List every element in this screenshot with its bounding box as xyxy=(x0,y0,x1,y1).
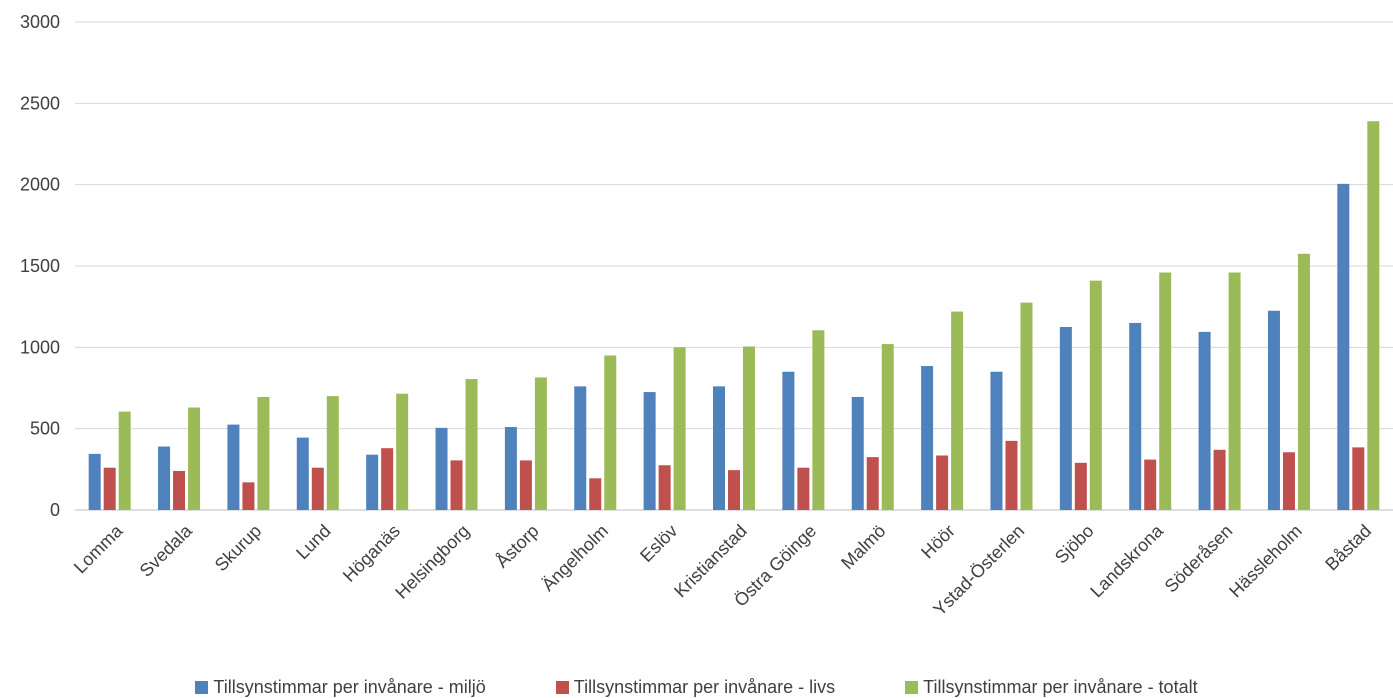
x-category-label-0: Lomma xyxy=(70,520,127,577)
bar-totalt-12 xyxy=(951,311,964,510)
bar-livs-18 xyxy=(1352,447,1365,510)
bar-livs-13 xyxy=(1005,440,1018,510)
y-axis-tick-labels: 0 500 1000 1500 2000 2500 3000 xyxy=(20,12,60,520)
bar-miljo-14 xyxy=(1059,327,1072,510)
bar-livs-10 xyxy=(797,467,810,510)
bar-totalt-18 xyxy=(1367,121,1380,510)
x-category-label-1: Svedala xyxy=(136,520,197,581)
x-category-label-5: Helsingborg xyxy=(391,521,473,603)
x-category-label-12: Höör xyxy=(917,521,959,563)
bar-totalt-15 xyxy=(1159,272,1172,510)
bar-miljo-5 xyxy=(435,427,448,510)
bar-totalt-8 xyxy=(673,347,686,510)
bar-livs-3 xyxy=(311,467,324,510)
bar-miljo-8 xyxy=(643,392,656,510)
legend-label-livs: Tillsynstimmar per invånare - livs xyxy=(573,676,836,697)
bar-miljo-15 xyxy=(1129,322,1142,510)
bar-totalt-4 xyxy=(396,393,409,510)
bar-livs-16 xyxy=(1213,449,1226,510)
y-tick-label-3000: 3000 xyxy=(20,12,60,32)
x-category-label-14: Sjöbo xyxy=(1051,521,1098,568)
bar-totalt-5 xyxy=(465,379,478,510)
y-tick-label-500: 500 xyxy=(30,419,60,439)
bar-miljo-17 xyxy=(1267,310,1280,510)
bar-livs-7 xyxy=(589,478,602,510)
x-category-label-8: Eslöv xyxy=(636,521,681,566)
legend-item-totalt: Tillsynstimmar per invånare - totalt xyxy=(905,676,1198,698)
bar-livs-11 xyxy=(866,457,879,510)
legend-swatch-totalt xyxy=(905,680,919,694)
legend-item-livs: Tillsynstimmar per invånare - livs xyxy=(555,676,836,698)
bar-chart: 0 500 1000 1500 2000 2500 3000 Lomma Svedala Sku… xyxy=(20,12,1393,620)
bar-totalt-1 xyxy=(188,407,201,510)
x-category-label-7: Ängelholm xyxy=(538,521,612,595)
bar-miljo-18 xyxy=(1337,183,1350,510)
bars xyxy=(88,121,1380,511)
bar-totalt-14 xyxy=(1089,280,1102,510)
bar-totalt-0 xyxy=(118,411,131,510)
bar-miljo-4 xyxy=(366,454,379,510)
bar-miljo-0 xyxy=(88,453,101,510)
bar-totalt-11 xyxy=(881,344,894,510)
x-category-label-3: Lund xyxy=(292,521,334,563)
bar-livs-4 xyxy=(381,448,394,510)
x-category-label-17: Hässleholm xyxy=(1225,521,1306,602)
legend-swatch-miljo xyxy=(195,680,209,694)
bar-totalt-10 xyxy=(812,330,825,510)
bar-livs-0 xyxy=(103,467,116,510)
bar-miljo-3 xyxy=(296,437,309,510)
bar-livs-6 xyxy=(519,460,532,510)
bar-livs-14 xyxy=(1074,462,1087,510)
bar-livs-12 xyxy=(936,455,949,510)
bar-livs-9 xyxy=(728,470,740,510)
legend-label-totalt: Tillsynstimmar per invånare - totalt xyxy=(923,676,1198,697)
bar-totalt-3 xyxy=(326,396,339,510)
bar-totalt-17 xyxy=(1297,253,1310,511)
bar-totalt-13 xyxy=(1020,302,1033,510)
bar-miljo-7 xyxy=(574,386,587,510)
bar-livs-15 xyxy=(1144,459,1157,510)
bar-livs-8 xyxy=(658,465,671,510)
bar-totalt-16 xyxy=(1228,272,1241,510)
bar-miljo-1 xyxy=(158,446,171,510)
legend: Tillsynstimmar per invånare - miljö Till… xyxy=(0,676,1393,698)
bar-livs-5 xyxy=(450,460,463,510)
bar-miljo-11 xyxy=(851,396,864,510)
x-axis-category-labels: Lomma Svedala Skurup Lund HöganäsHelsingborg… xyxy=(70,520,1375,620)
bar-livs-17 xyxy=(1282,452,1295,510)
bar-totalt-2 xyxy=(257,396,270,510)
gridlines xyxy=(75,21,1393,511)
bar-miljo-10 xyxy=(782,371,795,510)
bar-totalt-6 xyxy=(534,377,547,510)
legend-label-miljo: Tillsynstimmar per invånare - miljö xyxy=(213,676,486,697)
x-category-label-6: Åstorp xyxy=(492,521,543,572)
bar-miljo-12 xyxy=(921,366,934,510)
bar-miljo-2 xyxy=(227,424,240,510)
bar-livs-2 xyxy=(242,482,255,510)
bar-totalt-9 xyxy=(743,346,755,510)
x-category-label-15: Landskrona xyxy=(1086,520,1167,601)
y-tick-label-0: 0 xyxy=(50,500,60,520)
x-category-label-4: Höganäs xyxy=(339,521,404,586)
y-tick-label-2500: 2500 xyxy=(20,93,60,113)
y-tick-label-1500: 1500 xyxy=(20,256,60,276)
bar-miljo-6 xyxy=(504,427,517,510)
bar-totalt-7 xyxy=(604,355,617,510)
bar-livs-1 xyxy=(173,470,186,510)
x-category-label-18: Båstad xyxy=(1321,521,1375,575)
x-category-label-11: Malmö xyxy=(837,521,889,573)
bar-miljo-13 xyxy=(990,371,1003,510)
y-tick-label-1000: 1000 xyxy=(20,337,60,357)
bar-miljo-9 xyxy=(713,386,725,510)
x-category-label-16: Söderåsen xyxy=(1161,521,1237,597)
y-tick-label-2000: 2000 xyxy=(20,175,60,195)
legend-item-miljo: Tillsynstimmar per invånare - miljö xyxy=(195,676,486,698)
x-category-label-2: Skurup xyxy=(211,521,265,575)
legend-swatch-livs xyxy=(555,680,569,694)
bar-miljo-16 xyxy=(1198,331,1211,510)
